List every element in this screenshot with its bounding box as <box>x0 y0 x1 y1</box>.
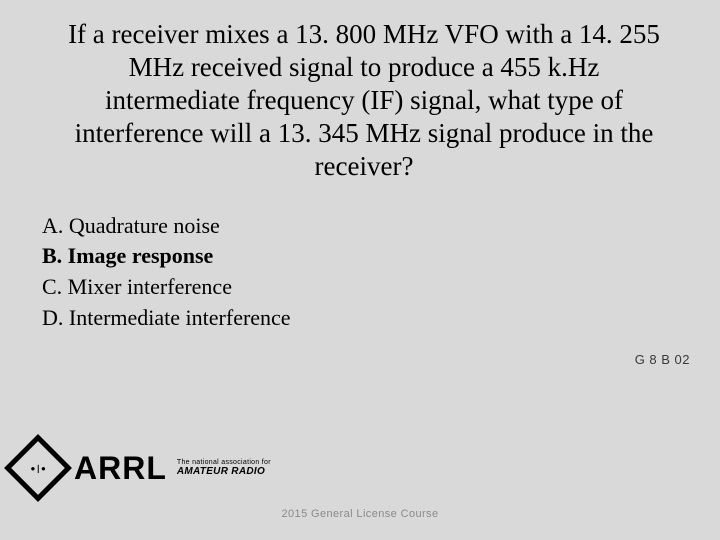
footer-text: 2015 General License Course <box>0 508 720 520</box>
question-id: G 8 B 02 <box>635 352 690 367</box>
logo-wordmark: ARRL <box>68 450 167 487</box>
question-text: If a receiver mixes a 13. 800 MHz VFO wi… <box>0 0 720 183</box>
answer-b: B. Image response <box>42 241 720 272</box>
logo-tagline-bold: AMATEUR RADIO <box>177 466 271 477</box>
arrl-logo: ●❘● ARRL The national association for AM… <box>14 444 271 492</box>
logo-tagline-small: The national association for <box>177 459 271 466</box>
logo-diamond-glyph: ●❘● <box>31 464 46 473</box>
answer-c: C. Mixer interference <box>42 272 720 303</box>
answer-a: A. Quadrature noise <box>42 211 720 242</box>
logo-tagline: The national association for AMATEUR RAD… <box>173 459 271 477</box>
answer-d: D. Intermediate interference <box>42 303 720 334</box>
answer-list: A. Quadrature noise B. Image response C.… <box>0 183 720 334</box>
logo-diamond-icon: ●❘● <box>4 434 72 502</box>
